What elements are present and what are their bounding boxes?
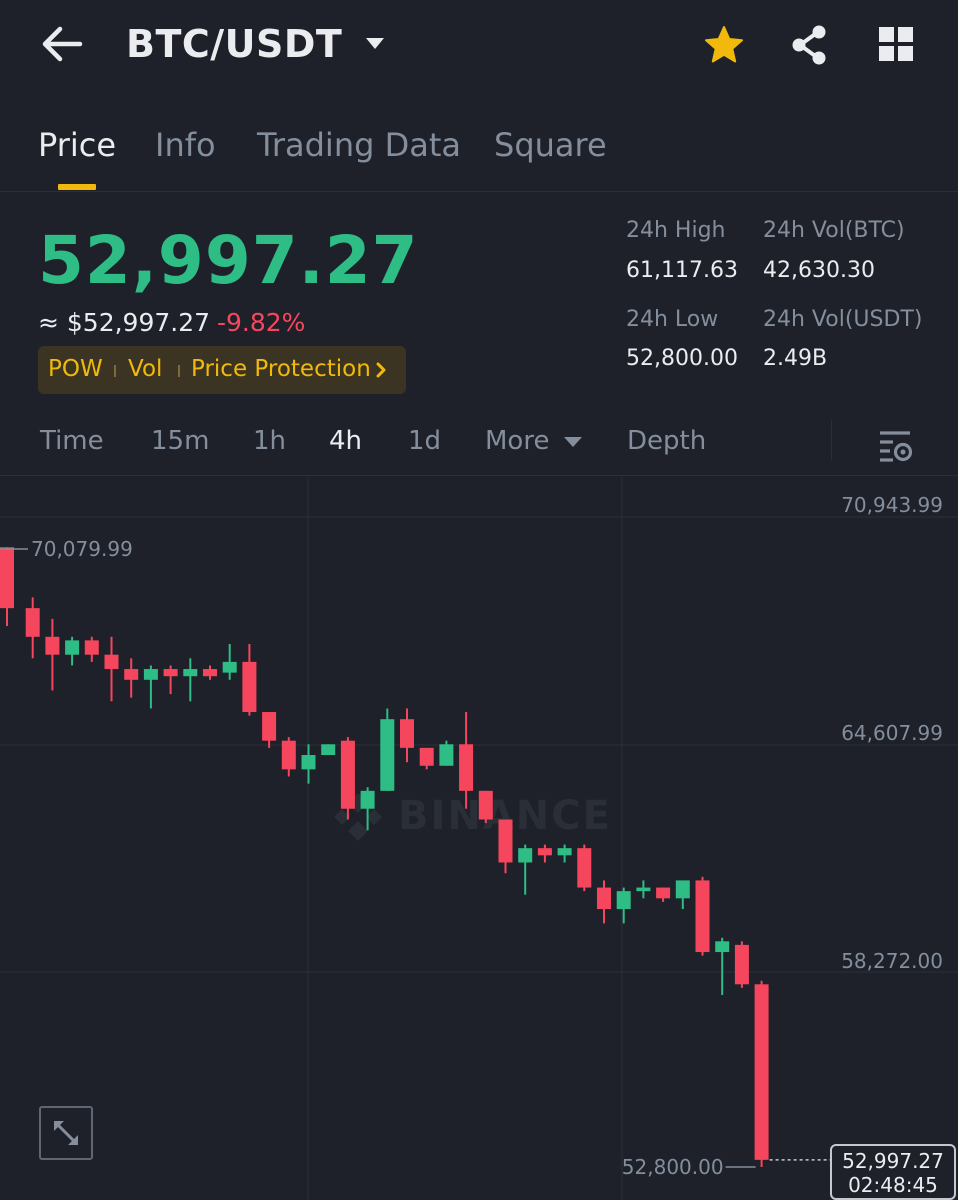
tag-divider — [178, 365, 180, 377]
candle-body — [695, 880, 710, 953]
candle-body — [84, 640, 99, 655]
candle-body — [262, 712, 277, 741]
interval-1h[interactable]: 1h — [253, 426, 287, 456]
stat-low-value: 52,800.00 — [626, 346, 738, 371]
candle-body — [143, 669, 158, 680]
tab-info[interactable]: Info — [155, 126, 216, 164]
stat-high-value: 61,117.63 — [626, 258, 738, 283]
interval-depth[interactable]: Depth — [627, 426, 707, 456]
candle-body — [675, 880, 690, 899]
fullscreen-icon[interactable] — [39, 1106, 93, 1160]
star-icon[interactable] — [703, 24, 745, 66]
candle-body — [419, 747, 434, 766]
price-change: -9.82% — [217, 308, 306, 337]
candle-body — [301, 755, 316, 770]
candle-body — [25, 608, 40, 637]
candle-body — [242, 661, 257, 713]
tab-square[interactable]: Square — [494, 126, 607, 164]
stat-low-label: 24h Low — [626, 307, 719, 332]
candle-body — [400, 719, 414, 748]
candle-body — [459, 744, 474, 791]
candle-body — [715, 941, 730, 953]
tab-trading-data[interactable]: Trading Data — [257, 126, 461, 164]
max-marker-label: 70,079.99 — [31, 537, 133, 561]
stat-vol-btc-label: 24h Vol(BTC) — [763, 218, 905, 243]
tag-divider — [114, 365, 116, 377]
candle-body — [163, 669, 178, 677]
candle-body — [183, 669, 198, 677]
candle-body — [636, 887, 651, 892]
candle-body — [498, 819, 513, 863]
tab-price[interactable]: Price — [38, 126, 117, 164]
candle-body — [380, 719, 395, 791]
candle-body — [104, 654, 119, 670]
y-tick-label: 58,272.00 — [841, 949, 943, 973]
divider — [831, 420, 832, 460]
interval-time[interactable]: Time — [40, 426, 104, 456]
countdown-label: 02:48:45 — [848, 1173, 938, 1197]
interval-15m[interactable]: 15m — [151, 426, 210, 456]
y-tick-label: 70,943.99 — [841, 493, 943, 517]
binance-logo-icon — [328, 787, 388, 847]
interval-4h[interactable]: 4h — [329, 426, 363, 456]
candle-body — [754, 984, 769, 1160]
arrow-left-icon[interactable] — [40, 24, 84, 64]
stat-vol-btc-value: 42,630.30 — [763, 258, 875, 283]
interval-1d[interactable]: 1d — [408, 426, 442, 456]
caret-down-icon[interactable] — [364, 34, 386, 52]
stat-vol-usdt-label: 24h Vol(USDT) — [763, 307, 923, 332]
y-tick-label: 64,607.99 — [841, 721, 943, 745]
candle-body — [222, 661, 237, 673]
candle-body — [321, 744, 336, 756]
candle-body — [656, 887, 671, 899]
price-usd: ≈ $52,997.27 — [38, 308, 211, 337]
tag-pow[interactable]: POW — [48, 356, 103, 382]
candle-body — [0, 547, 14, 609]
interval-more[interactable]: More — [485, 426, 550, 456]
share-icon[interactable] — [790, 24, 830, 66]
candle-body — [45, 636, 60, 655]
candlestick-chart[interactable]: BINANCE 70,943.99 64,607.99 58,272.00 70,07… — [0, 477, 958, 1200]
last-price-marker: 52,997.27 02:48:45 — [830, 1144, 956, 1200]
grid-icon[interactable] — [876, 24, 916, 64]
candle-body — [616, 891, 631, 910]
tag-vol[interactable]: Vol — [128, 356, 163, 382]
section-tabs: Price Info Trading Data Square — [0, 118, 958, 192]
candle-body — [124, 669, 139, 680]
candle-body — [340, 740, 355, 809]
stat-high-label: 24h High — [626, 218, 726, 243]
interval-bar: Time 15m 1h 4h 1d More Depth — [0, 410, 958, 476]
candle-body — [734, 944, 749, 985]
active-tab-indicator — [58, 184, 96, 190]
candle-body — [537, 848, 552, 856]
candle-body — [518, 848, 533, 863]
candle-body — [439, 744, 454, 766]
chart-canvas: 70,943.99 64,607.99 58,272.00 70,079.99 52,8… — [0, 477, 958, 1200]
candle-body — [597, 887, 611, 910]
chart-settings-icon[interactable] — [877, 428, 913, 464]
top-bar: BTC/USDT — [0, 0, 958, 92]
min-marker-label: 52,800.00 — [622, 1155, 724, 1179]
caret-down-icon[interactable] — [563, 434, 583, 448]
candle-body — [65, 640, 80, 655]
tag-price-protection[interactable]: Price Protection — [191, 356, 371, 382]
stat-vol-usdt-value: 2.49B — [763, 346, 828, 371]
pair-title[interactable]: BTC/USDT — [126, 22, 343, 66]
tag-bar[interactable]: POW Vol Price Protection — [38, 346, 406, 394]
last-price: 52,997.27 — [38, 222, 419, 299]
candle-body — [281, 740, 296, 770]
chevron-right-icon — [374, 362, 388, 378]
candle-body — [203, 669, 217, 677]
candle-body — [557, 848, 572, 856]
last-price-label: 52,997.27 — [842, 1149, 944, 1173]
candle-body — [577, 848, 592, 888]
candle-body — [478, 790, 493, 820]
candle-body — [360, 790, 375, 809]
